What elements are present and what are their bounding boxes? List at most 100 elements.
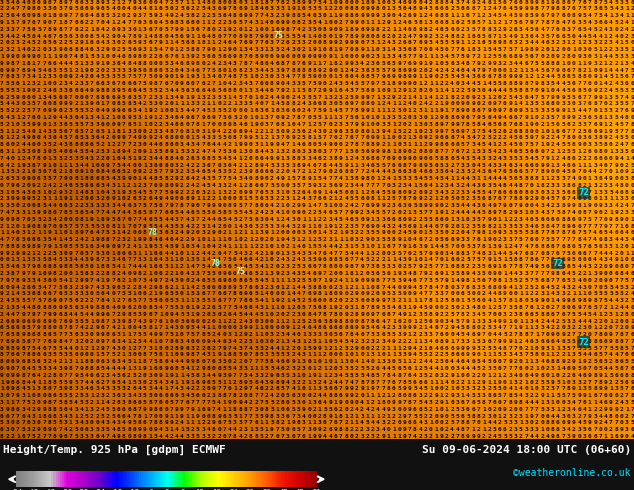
Text: 3: 3	[583, 387, 586, 392]
Text: 3: 3	[403, 183, 406, 188]
Text: 2: 2	[42, 373, 46, 378]
Text: 0: 0	[598, 285, 602, 290]
Text: 4: 4	[450, 318, 454, 323]
Text: 7: 7	[201, 27, 205, 32]
Text: 4: 4	[265, 88, 269, 93]
Bar	[221, 471, 223, 487]
Text: 0: 0	[90, 196, 94, 201]
Text: 6: 6	[281, 366, 285, 371]
Text: 4: 4	[488, 163, 491, 168]
Text: 9: 9	[529, 122, 533, 127]
Text: 0: 0	[429, 47, 433, 52]
Text: 3: 3	[180, 142, 184, 147]
Bar	[183, 471, 185, 487]
Text: 1: 1	[545, 352, 549, 357]
Text: 8: 8	[535, 230, 539, 235]
Text: 9: 9	[32, 54, 36, 59]
Text: 3: 3	[270, 271, 274, 276]
Text: 6: 6	[217, 163, 221, 168]
Text: 7: 7	[138, 298, 141, 303]
Text: 2: 2	[614, 251, 618, 256]
Text: 8: 8	[143, 434, 146, 439]
Text: 3: 3	[0, 190, 4, 195]
Text: 1: 1	[498, 264, 501, 270]
Text: 1: 1	[11, 257, 15, 263]
Text: 9: 9	[63, 95, 67, 99]
Text: 4: 4	[217, 332, 221, 337]
Text: 9: 9	[429, 61, 433, 66]
Text: 5: 5	[286, 34, 290, 39]
Text: 0: 0	[291, 210, 295, 215]
Text: 3: 3	[275, 135, 279, 140]
Text: 4: 4	[265, 68, 269, 73]
Text: 6: 6	[461, 292, 465, 296]
Text: 2: 2	[349, 292, 353, 296]
Text: 1: 1	[604, 434, 607, 439]
Text: 1: 1	[535, 74, 539, 79]
Text: 0: 0	[5, 414, 9, 418]
Text: 9: 9	[535, 47, 539, 52]
Text: 8: 8	[461, 434, 465, 439]
Text: 5: 5	[551, 285, 555, 290]
Text: 6: 6	[477, 74, 481, 79]
Text: 5: 5	[376, 210, 380, 215]
Text: 7: 7	[21, 217, 25, 222]
Text: 9: 9	[387, 13, 391, 18]
Text: 2: 2	[455, 380, 459, 385]
Text: 4: 4	[355, 74, 359, 79]
Text: 0: 0	[524, 298, 528, 303]
Text: 2: 2	[196, 54, 200, 59]
Text: 7: 7	[339, 149, 343, 154]
Text: 3: 3	[185, 434, 189, 439]
Text: 3: 3	[376, 128, 380, 134]
Text: 3: 3	[143, 47, 146, 52]
Text: 4: 4	[191, 285, 195, 290]
Text: 3: 3	[117, 359, 120, 364]
Text: 0: 0	[398, 264, 401, 270]
Text: 1: 1	[450, 13, 454, 18]
Text: 0: 0	[333, 68, 337, 73]
Text: 3: 3	[593, 163, 597, 168]
Text: 4: 4	[418, 176, 422, 181]
Text: 2: 2	[535, 380, 539, 385]
Text: 8: 8	[5, 244, 9, 249]
Text: 6: 6	[127, 88, 131, 93]
Text: 0: 0	[593, 196, 597, 201]
Text: 5: 5	[133, 298, 136, 303]
Text: 2: 2	[355, 393, 359, 398]
Text: 3: 3	[143, 27, 146, 32]
Text: 0: 0	[48, 190, 51, 195]
Text: 9: 9	[275, 54, 279, 59]
Text: 6: 6	[16, 183, 20, 188]
Text: 2: 2	[561, 407, 565, 412]
Text: 1: 1	[69, 420, 73, 425]
Text: 3: 3	[164, 257, 168, 263]
Text: 7: 7	[493, 339, 496, 344]
Text: 2: 2	[133, 339, 136, 344]
Text: 0: 0	[27, 0, 30, 5]
Text: 1: 1	[101, 278, 105, 283]
Text: 5: 5	[424, 217, 427, 222]
Text: 7: 7	[228, 34, 231, 39]
Text: 1: 1	[291, 196, 295, 201]
Text: 7: 7	[207, 68, 210, 73]
Text: 7: 7	[63, 6, 67, 11]
Text: 8: 8	[127, 61, 131, 66]
Text: 2: 2	[259, 244, 263, 249]
Text: 0: 0	[138, 305, 141, 310]
Bar	[162, 471, 164, 487]
Text: 5: 5	[403, 54, 406, 59]
Text: 4: 4	[196, 169, 200, 174]
Text: 2: 2	[265, 345, 269, 351]
Text: 7: 7	[223, 257, 226, 263]
Text: 9: 9	[461, 128, 465, 134]
Text: 3: 3	[259, 285, 263, 290]
Text: 8: 8	[439, 156, 443, 161]
Text: 0: 0	[630, 312, 634, 317]
Text: 1: 1	[445, 264, 449, 270]
Text: 6: 6	[175, 393, 179, 398]
Text: 9: 9	[307, 176, 311, 181]
Text: 2: 2	[191, 278, 195, 283]
Text: 6: 6	[408, 61, 411, 66]
Text: 1: 1	[381, 244, 385, 249]
